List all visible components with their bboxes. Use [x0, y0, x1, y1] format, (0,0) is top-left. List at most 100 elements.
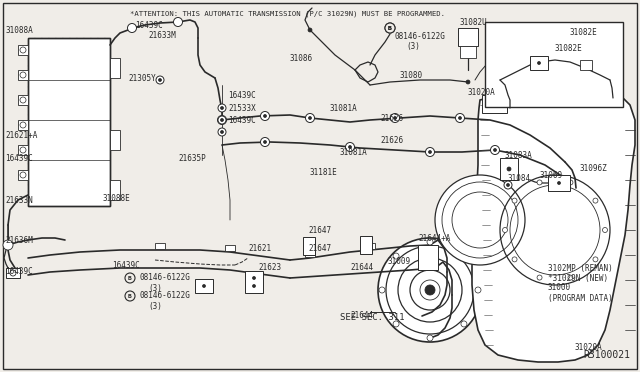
Text: 08146-6122G: 08146-6122G [140, 292, 191, 301]
Bar [485, 22, 623, 107]
Text: B: B [128, 276, 132, 280]
Circle shape [593, 198, 598, 203]
Text: 31081A: 31081A [340, 148, 368, 157]
Circle shape [10, 270, 16, 276]
Text: (3): (3) [406, 42, 420, 51]
Circle shape [502, 94, 508, 100]
Text: 31082E: 31082E [570, 28, 598, 36]
Text: 31083A: 31083A [505, 151, 532, 160]
Circle shape [602, 228, 607, 232]
Text: 31082U: 31082U [460, 17, 488, 26]
Circle shape [253, 285, 255, 288]
Bar [18, 120, 28, 130]
Text: 21305Y: 21305Y [128, 74, 156, 83]
Text: B: B [388, 26, 392, 31]
Text: 21621: 21621 [248, 244, 271, 253]
Bar [305, 251, 315, 257]
Text: 21647: 21647 [308, 244, 331, 253]
Circle shape [393, 253, 399, 259]
Circle shape [3, 240, 13, 250]
Bar [500, 158, 518, 180]
Circle shape [175, 19, 180, 25]
Bar [360, 236, 372, 254]
Circle shape [264, 141, 266, 144]
Bar [195, 279, 213, 293]
Circle shape [507, 167, 511, 171]
Circle shape [349, 145, 351, 148]
Circle shape [538, 61, 541, 64]
Text: 21626: 21626 [380, 113, 403, 122]
Circle shape [253, 276, 255, 279]
Text: (3): (3) [148, 301, 162, 311]
Circle shape [410, 270, 450, 310]
Text: 21644: 21644 [350, 263, 373, 273]
Circle shape [602, 94, 608, 100]
Circle shape [264, 115, 266, 118]
Circle shape [394, 116, 397, 119]
Bar [580, 60, 592, 70]
Bar [458, 28, 478, 46]
Bar [245, 271, 263, 293]
Circle shape [427, 335, 433, 341]
Text: 31084: 31084 [508, 173, 531, 183]
Circle shape [20, 47, 26, 53]
Bar [225, 245, 235, 251]
Text: 21644: 21644 [350, 311, 373, 320]
Circle shape [425, 285, 435, 295]
Circle shape [6, 243, 10, 247]
Circle shape [506, 183, 509, 186]
Circle shape [390, 113, 399, 122]
Text: 16439C: 16439C [5, 154, 33, 163]
Bar [495, 88, 535, 106]
Circle shape [475, 287, 481, 293]
Text: 21633M: 21633M [148, 31, 176, 39]
Text: 21626: 21626 [380, 135, 403, 144]
Text: 31020A: 31020A [575, 343, 603, 353]
Circle shape [260, 112, 269, 121]
Circle shape [420, 280, 440, 300]
Text: 31000: 31000 [548, 283, 571, 292]
Circle shape [221, 119, 223, 122]
Bar [6, 268, 20, 278]
Circle shape [218, 128, 226, 136]
Circle shape [458, 116, 461, 119]
Text: 21633N: 21633N [5, 196, 33, 205]
Circle shape [493, 148, 497, 151]
Bar [18, 170, 28, 180]
Circle shape [218, 104, 226, 112]
Text: (3): (3) [148, 283, 162, 292]
Text: 31009: 31009 [388, 257, 411, 266]
Circle shape [398, 258, 462, 322]
Circle shape [568, 275, 573, 280]
Text: 16439C: 16439C [5, 267, 33, 276]
Bar [548, 175, 570, 191]
Bar [18, 95, 28, 105]
Text: 21635P: 21635P [178, 154, 205, 163]
Text: *ATTENTION: THIS AUTOMATIC TRANSMISSION (P/C 31029N) MUST BE PROGRAMMED.: *ATTENTION: THIS AUTOMATIC TRANSMISSION … [130, 11, 445, 17]
Circle shape [20, 97, 26, 103]
Circle shape [125, 291, 135, 301]
Circle shape [159, 78, 161, 81]
Bar [482, 95, 507, 113]
Circle shape [202, 285, 205, 288]
Circle shape [502, 228, 508, 232]
Circle shape [435, 175, 525, 265]
Circle shape [218, 116, 226, 124]
Circle shape [20, 72, 26, 78]
Circle shape [378, 238, 482, 342]
Circle shape [427, 239, 433, 245]
Text: 21647: 21647 [308, 225, 331, 234]
Bar [110, 180, 120, 200]
Circle shape [537, 180, 542, 185]
Circle shape [562, 94, 568, 100]
Circle shape [442, 182, 518, 258]
Circle shape [582, 94, 588, 100]
Bar [155, 243, 165, 249]
Bar [18, 145, 28, 155]
Circle shape [593, 257, 598, 262]
Circle shape [393, 321, 399, 327]
Text: 31181E: 31181E [310, 167, 338, 176]
Text: 21621+A: 21621+A [5, 131, 37, 140]
Circle shape [512, 198, 517, 203]
Text: *31029N (NEW): *31029N (NEW) [548, 273, 608, 282]
